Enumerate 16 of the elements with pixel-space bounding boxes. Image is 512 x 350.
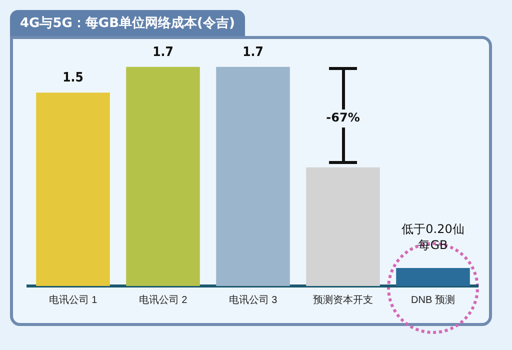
annotation: 低于0.20仙每GB <box>402 222 464 252</box>
x-tick-label: 电讯公司 2 <box>138 294 188 306</box>
x-tick-label: DNB 预测 <box>411 294 455 306</box>
bar <box>126 66 200 286</box>
bar <box>306 167 380 286</box>
data-label: 1.7 <box>152 44 174 60</box>
x-tick-label: 电讯公司 1 <box>48 294 98 306</box>
bar <box>36 92 110 286</box>
bar <box>396 268 470 286</box>
x-tick-label: 预测资本开支 <box>313 294 373 306</box>
bar <box>216 66 290 286</box>
chart-title: 4G与5G：每GB单位网络成本(令吉) <box>10 10 245 36</box>
data-label: 1.7 <box>242 44 264 60</box>
data-label: 1.5 <box>62 70 84 86</box>
annotation: -67% <box>326 110 360 125</box>
x-tick-label: 电讯公司 3 <box>228 294 278 306</box>
